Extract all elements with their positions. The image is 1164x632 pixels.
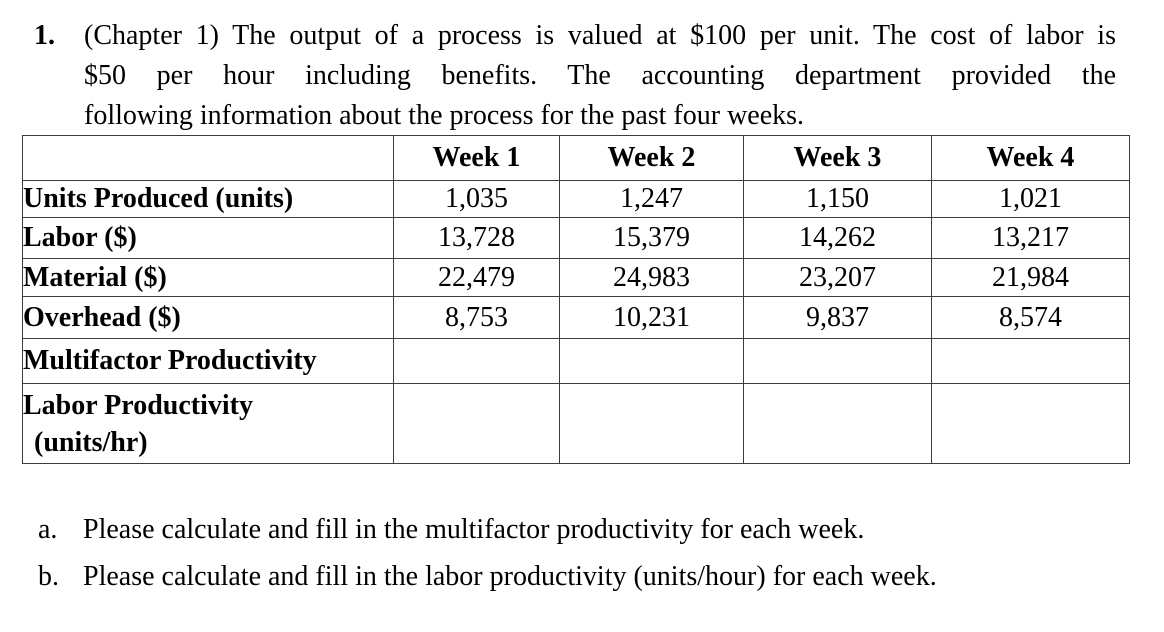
table-header-row: Week 1 Week 2 Week 3 Week 4 <box>22 135 1130 181</box>
row-label-material: Material ($) <box>22 258 394 297</box>
value-cell: 15,379 <box>559 217 744 259</box>
value-cell: 8,574 <box>931 296 1130 339</box>
question-b-marker: b. <box>38 561 59 592</box>
table-row-labor: Labor ($) 13,728 15,379 14,262 13,217 <box>22 217 1130 259</box>
row-label-overhead: Overhead ($) <box>22 296 394 339</box>
question-a-text: Please calculate and fill in the multifa… <box>83 514 865 545</box>
problem-number: 1. <box>34 20 55 51</box>
table-row-labor-productivity: Labor Productivity (units/hr) <box>22 383 1130 464</box>
value-cell: 10,231 <box>559 296 744 339</box>
answer-cell-empty <box>559 383 744 464</box>
table-header-week1: Week 1 <box>393 135 560 181</box>
question-a-marker: a. <box>38 514 58 545</box>
table-header-week4: Week 4 <box>931 135 1130 181</box>
row-label-labor: Labor ($) <box>22 217 394 259</box>
problem-line-2: $50 per hour including benefits. The acc… <box>84 60 1116 91</box>
value-cell: 1,247 <box>559 180 744 218</box>
value-cell: 1,150 <box>743 180 932 218</box>
problem-line-1: (Chapter 1) The output of a process is v… <box>84 20 1116 51</box>
row-label-units-produced: Units Produced (units) <box>22 180 394 218</box>
value-cell: 8,753 <box>393 296 560 339</box>
table-header-blank <box>22 135 394 181</box>
problem-statement: (Chapter 1) The output of a process is v… <box>84 16 1116 136</box>
value-cell: 1,035 <box>393 180 560 218</box>
value-cell: 22,479 <box>393 258 560 297</box>
row-label-multifactor-productivity: Multifactor Productivity <box>22 338 394 384</box>
row-label-labor-productivity: Labor Productivity (units/hr) <box>22 383 394 464</box>
value-cell: 24,983 <box>559 258 744 297</box>
row-label-line-1: Labor Productivity <box>23 390 253 421</box>
table-row-overhead: Overhead ($) 8,753 10,231 9,837 8,574 <box>22 296 1130 339</box>
answer-cell-empty <box>931 383 1130 464</box>
value-cell: 9,837 <box>743 296 932 339</box>
value-cell: 1,021 <box>931 180 1130 218</box>
problem-line-3: following information about the process … <box>84 100 805 131</box>
question-b-text: Please calculate and fill in the labor p… <box>83 561 937 592</box>
answer-cell-empty <box>559 338 744 384</box>
value-cell: 23,207 <box>743 258 932 297</box>
question-b: b. Please calculate and fill in the labor… <box>38 557 937 597</box>
value-cell: 14,262 <box>743 217 932 259</box>
value-cell: 13,728 <box>393 217 560 259</box>
process-data-table: Week 1 Week 2 Week 3 Week 4 Units Produc… <box>22 135 1130 464</box>
question-a: a. Please calculate and fill in the multi… <box>38 510 864 550</box>
table-row-multifactor-productivity: Multifactor Productivity <box>22 338 1130 384</box>
row-label-line-2: (units/hr) <box>34 427 148 458</box>
value-cell: 13,217 <box>931 217 1130 259</box>
table-row-units-produced: Units Produced (units) 1,035 1,247 1,150… <box>22 180 1130 218</box>
table-row-material: Material ($) 22,479 24,983 23,207 21,984 <box>22 258 1130 297</box>
value-cell: 21,984 <box>931 258 1130 297</box>
table-header-week2: Week 2 <box>559 135 744 181</box>
answer-cell-empty <box>931 338 1130 384</box>
answer-cell-empty <box>743 383 932 464</box>
table-header-week3: Week 3 <box>743 135 932 181</box>
answer-cell-empty <box>393 383 560 464</box>
answer-cell-empty <box>743 338 932 384</box>
answer-cell-empty <box>393 338 560 384</box>
